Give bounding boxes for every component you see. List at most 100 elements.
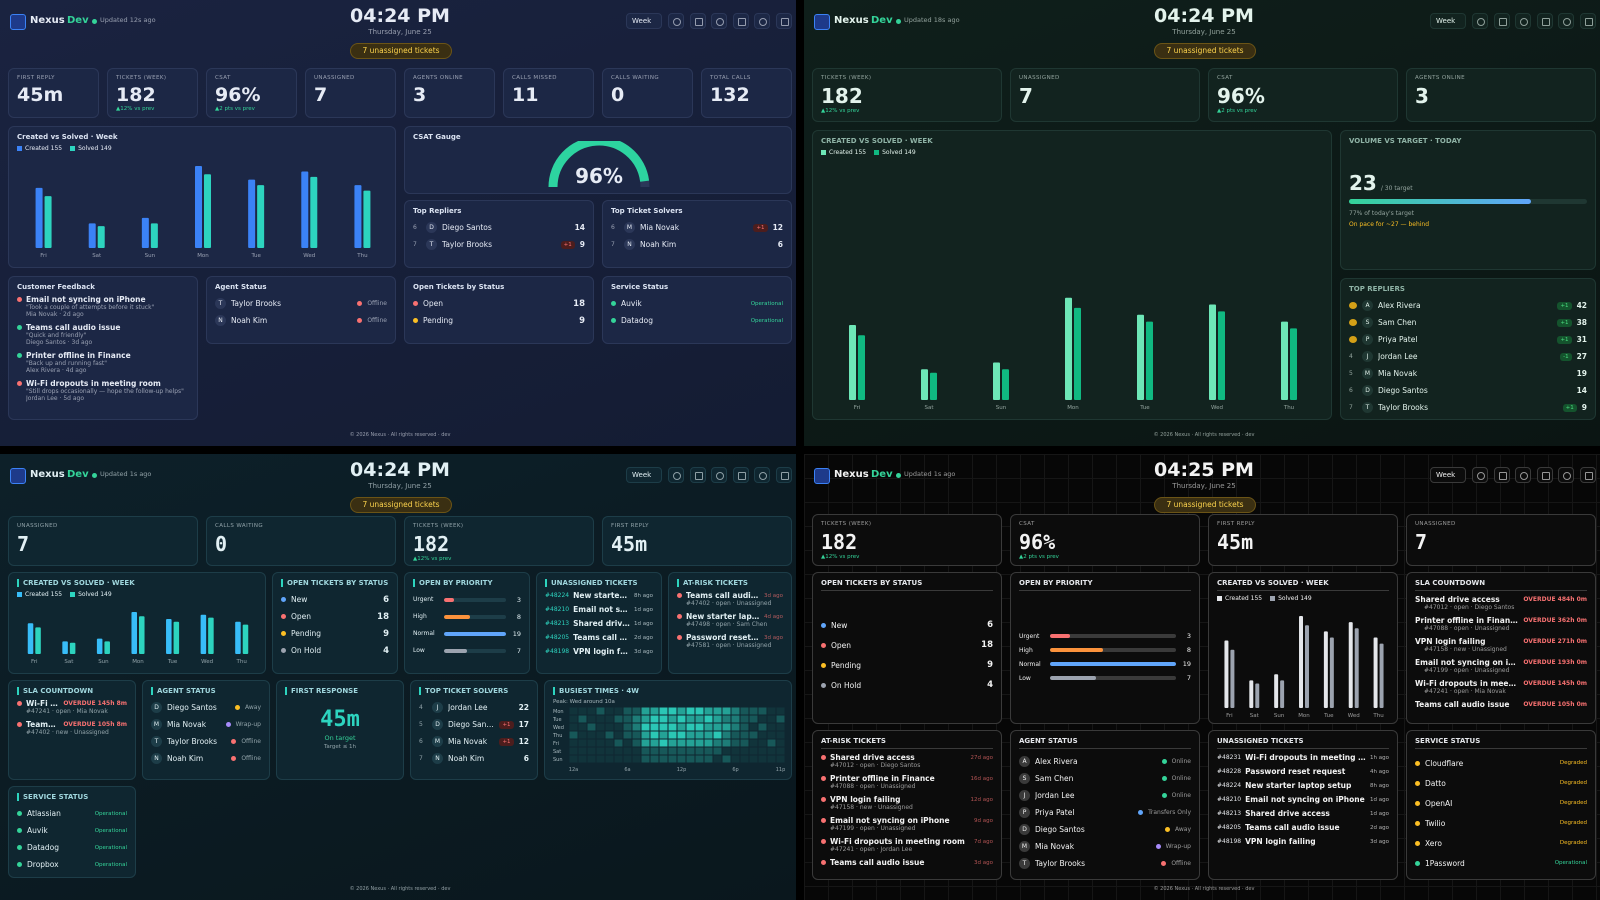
range-select[interactable]: Week <box>626 13 662 29</box>
target-bar <box>1349 199 1532 204</box>
ticket-line: Teams call audio issue OVERDUE 105h 0m <box>1415 700 1587 709</box>
kpi-card: CSAT 96% ▲2 pts vs prev <box>1010 514 1200 566</box>
refresh-button[interactable] <box>1472 13 1488 29</box>
count: 19 <box>1182 660 1191 668</box>
bar <box>301 171 309 248</box>
heatmap-cell <box>659 747 668 755</box>
ticket-item: Teams call audio issue 3d ago <box>821 858 993 867</box>
settings-button[interactable] <box>754 467 770 483</box>
heatmap-cell <box>677 723 686 731</box>
heatmap-cell <box>614 715 623 723</box>
heatmap-cell <box>623 755 632 763</box>
status-row: Pending 9 <box>821 655 993 675</box>
ticket-dot <box>821 797 826 802</box>
widget-card: AT-RISK TICKETS Teams call audio issue 3d … <box>668 572 792 674</box>
heatmap-cell <box>587 715 596 723</box>
brand: Nexus <box>30 15 65 26</box>
heatmap-cell <box>632 739 641 747</box>
heatmap-cell <box>578 707 587 715</box>
avatar: M <box>1362 368 1373 379</box>
kpi-value: 45m <box>17 84 64 106</box>
name: OpenAI <box>1425 798 1453 808</box>
name: On Hold <box>831 680 862 690</box>
heatmap-cell <box>659 755 668 763</box>
x-tick-label: Sat <box>924 405 934 411</box>
ticket-age: 9d ago <box>974 817 993 824</box>
heatmap-cell <box>686 731 695 739</box>
settings-button[interactable] <box>1558 13 1574 29</box>
kpi-label: CSAT <box>1217 75 1233 81</box>
status-dot <box>231 739 237 744</box>
ticket-dot <box>17 722 22 727</box>
feedback-quote: "Still drops occasionally — hope the fol… <box>26 388 184 395</box>
kpi-card: AGENTS ONLINE 3 <box>404 68 495 118</box>
spacer <box>1019 595 1191 629</box>
widget-card: UNASSIGNED TICKETS #48231 Wi-Fi dropouts i… <box>1208 730 1398 880</box>
camera-button[interactable] <box>1536 467 1553 483</box>
bar <box>104 641 110 654</box>
heatmap-cell <box>659 739 668 747</box>
announce-button[interactable] <box>711 467 727 483</box>
fullscreen-button[interactable] <box>775 13 792 29</box>
widget-title: SLA COUNTDOWN <box>1415 579 1587 591</box>
widget-title: Customer Feedback <box>17 283 95 291</box>
announce-button[interactable] <box>711 13 727 29</box>
name: Taylor Brooks <box>442 240 493 249</box>
rank: 7 <box>611 241 615 248</box>
camera-button[interactable] <box>732 13 749 29</box>
refresh-button[interactable] <box>668 13 684 29</box>
fullscreen-icon <box>780 472 789 480</box>
bar <box>1305 625 1309 708</box>
announce-button[interactable] <box>1515 13 1531 29</box>
heatmap-cell <box>596 747 605 755</box>
heatmap-cell <box>587 747 596 755</box>
ticket-title: Shared drive access <box>573 619 630 628</box>
pin-button[interactable] <box>1493 13 1510 29</box>
name: Priya Patel <box>1378 335 1418 344</box>
range-select[interactable]: Week <box>1430 13 1466 29</box>
brand: Nexus <box>834 469 869 480</box>
name: Taylor Brooks <box>1035 859 1086 868</box>
name: 1Password <box>1425 858 1465 868</box>
bar <box>62 641 68 654</box>
bar-track <box>1050 648 1176 652</box>
ticket-title: Teams call audio issue <box>1415 700 1510 709</box>
fullscreen-button[interactable] <box>1579 13 1596 29</box>
target-percent: 77% of today's target <box>1349 210 1414 217</box>
count: 9 <box>383 628 389 639</box>
bar <box>930 372 937 400</box>
settings-button[interactable] <box>1558 467 1574 483</box>
ticket-title: Teams call audi... <box>26 720 60 729</box>
date: Thursday, June 25 <box>368 482 432 490</box>
camera-button[interactable] <box>1536 13 1553 29</box>
fullscreen-button[interactable] <box>775 467 792 483</box>
ticket-line: Teams call audio issue 3d ago <box>677 591 783 600</box>
dashboard-panel: Nexus Dev Updated 1s ago 04:25 PM Thursday, … <box>804 454 1600 900</box>
target-track <box>1349 199 1587 204</box>
bar <box>35 627 41 654</box>
fullscreen-button[interactable] <box>1579 467 1596 483</box>
pin-button[interactable] <box>689 13 706 29</box>
pin-button[interactable] <box>689 467 706 483</box>
avatar: J <box>1362 351 1373 362</box>
footer: © 2026 Nexus · All rights reserved · dev <box>1153 432 1255 438</box>
heatmap-cell <box>668 707 677 715</box>
x-tick-label: Wed <box>201 659 213 665</box>
refresh-button[interactable] <box>668 467 684 483</box>
camera-button[interactable] <box>732 467 749 483</box>
announce-button[interactable] <box>1515 467 1531 483</box>
refresh-button[interactable] <box>1472 467 1488 483</box>
widget-title: FIRST RESPONSE <box>285 687 395 695</box>
pin-button[interactable] <box>1493 467 1510 483</box>
camera-icon <box>1541 472 1550 480</box>
settings-button[interactable] <box>754 13 770 29</box>
heatmap-cell <box>704 723 713 731</box>
person-row: M Mia Novak Wrap-up <box>151 716 261 733</box>
name: Noah Kim <box>167 754 204 763</box>
ticket-item: #48228 Password reset request 4h ago <box>1217 767 1389 776</box>
heatmap-cell <box>596 715 605 723</box>
person-row: D Diego Santos Away <box>1019 821 1191 838</box>
range-select[interactable]: Week <box>1430 467 1466 483</box>
range-select[interactable]: Week <box>626 467 662 483</box>
